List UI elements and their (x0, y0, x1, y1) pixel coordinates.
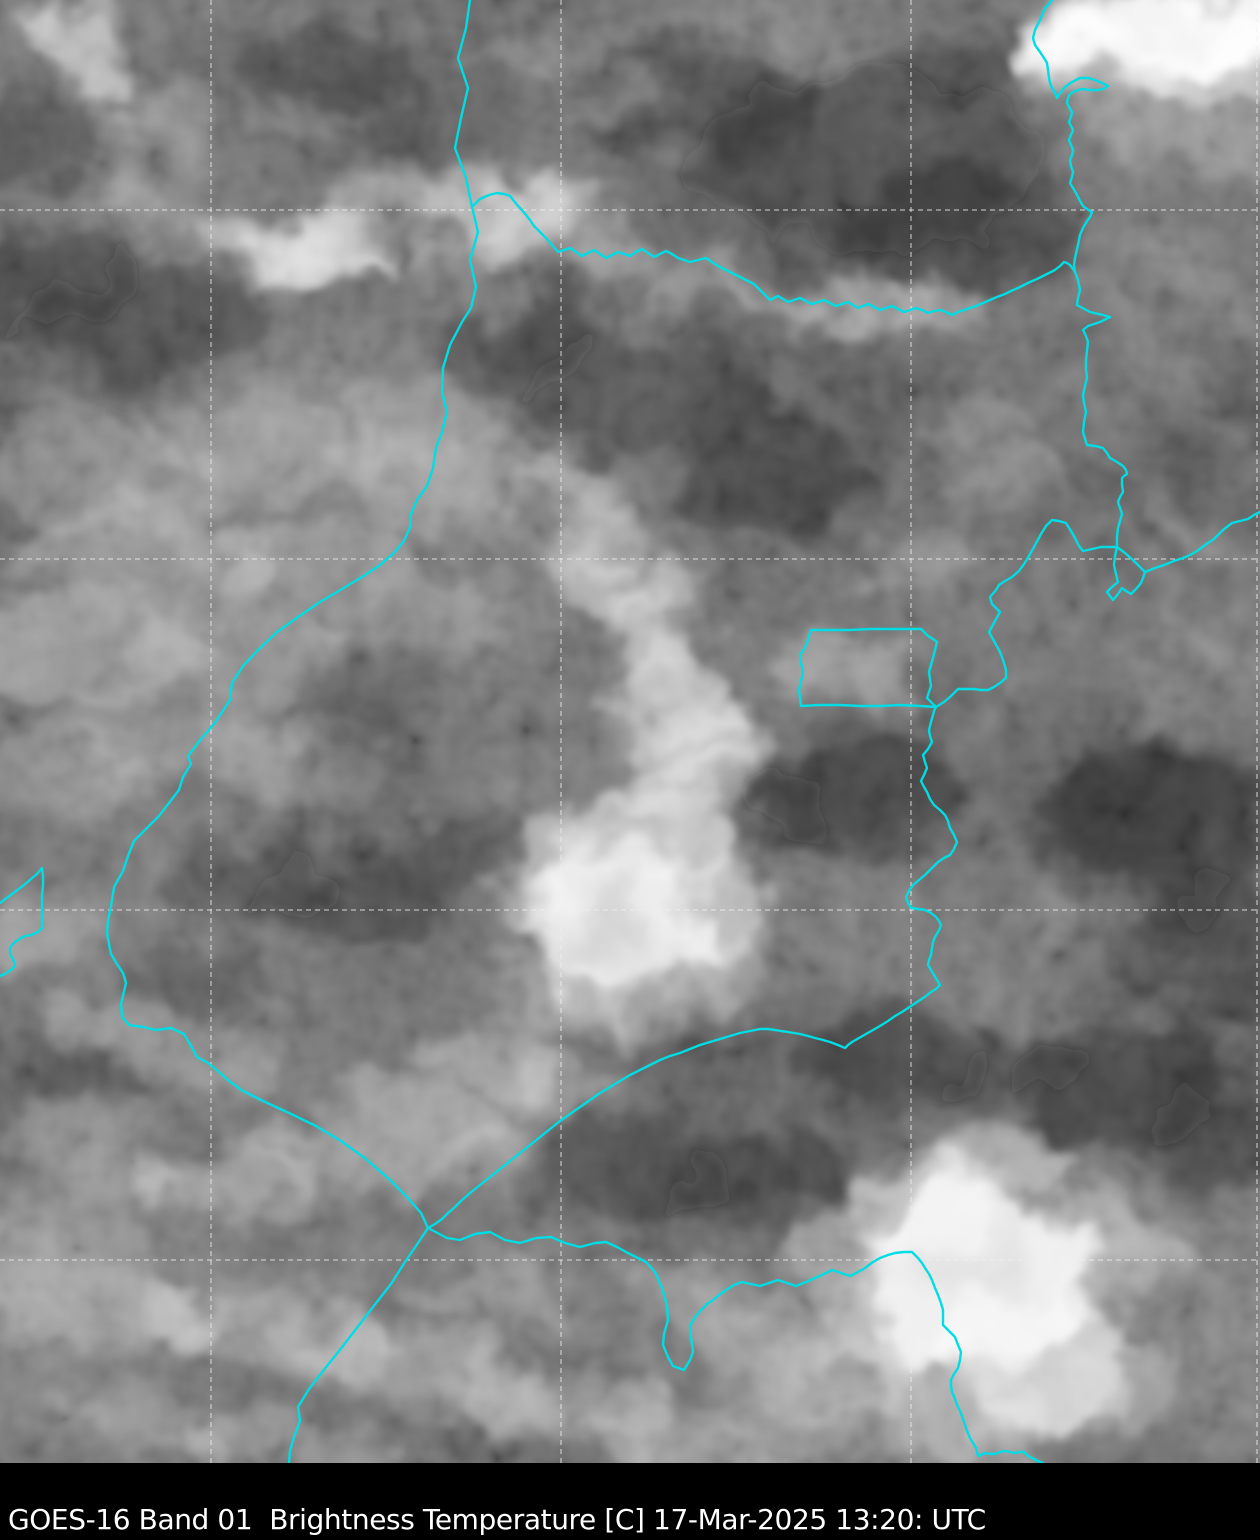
boundary-east-west-line (934, 510, 1260, 709)
map-boundary-layer (0, 0, 1260, 1463)
boundary-state-box (797, 627, 939, 709)
caption-bar: GOES-16 Band 01 Brightness Temperature [… (0, 1463, 1260, 1540)
boundary-ne-branch (470, 191, 1077, 317)
boundary-west-peninsula (0, 866, 45, 978)
boundary-nw-border-river (105, 0, 480, 1230)
gridline-layer (0, 0, 1260, 1463)
boundary-sw-spur (287, 1226, 430, 1463)
boundary-box-south-river (426, 705, 959, 1230)
satellite-image (0, 0, 1260, 1463)
dark-cloud-layer (0, 15, 1260, 1220)
boundary-south-border (426, 1226, 1045, 1463)
caption-text: GOES-16 Band 01 Brightness Temperature [… (8, 1503, 986, 1536)
satellite-scene (0, 0, 1260, 1463)
boundary-east-river (1031, 0, 1147, 602)
bright-cloud-layer (0, 0, 1260, 1463)
